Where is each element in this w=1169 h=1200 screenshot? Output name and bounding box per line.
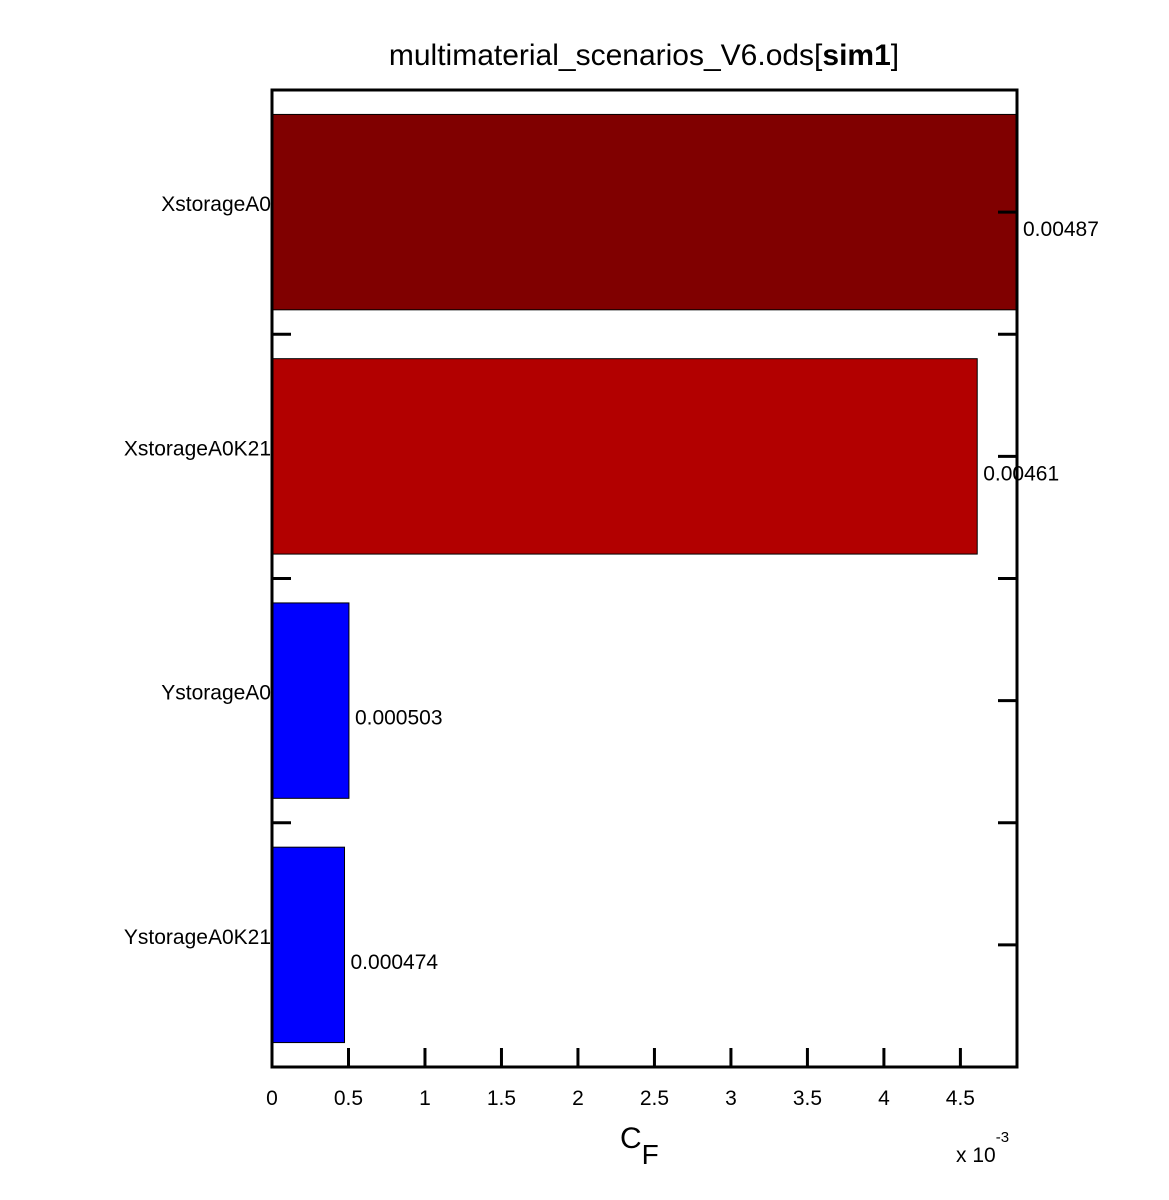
bar-XstorageA0 (271, 113, 1018, 311)
x-tick-label: 3.5 (793, 1087, 822, 1110)
title-prefix: multimaterial_scenarios_V6.ods[ (389, 39, 823, 72)
tick-marks (270, 210, 1017, 1067)
plot-frame (270, 88, 1019, 1069)
category-label: YstorageA0 (161, 682, 271, 705)
category-labels: XstorageA0 XstorageA0K21 YstorageA0 Ystorag… (124, 193, 271, 949)
chart-title: multimaterial_scenarios_V6.ods[sim1] (389, 39, 899, 72)
x-tick-label: 0 (266, 1087, 278, 1110)
x-axis-label-sub: F (642, 1139, 659, 1170)
x-tick-label: 1 (419, 1087, 431, 1110)
value-label: 0.00461 (983, 462, 1059, 485)
x-axis-exponent-base: x 10 (956, 1144, 996, 1167)
x-tick-label: 2 (572, 1087, 584, 1110)
x-tick-label: 0.5 (334, 1087, 363, 1110)
category-label: XstorageA0K21 (124, 437, 271, 460)
value-label: 0.000474 (351, 951, 439, 974)
x-tick-label: 3 (725, 1087, 737, 1110)
x-axis-label-main: C (620, 1122, 642, 1155)
value-labels: 0.00487 0.00461 0.000503 0.000474 (351, 218, 1099, 974)
title-suffix: ] (891, 39, 899, 72)
title-bold-part: sim1 (822, 39, 890, 72)
x-tick-labels: 0 0.5 1 1.5 2 2.5 3 3.5 4 4.5 (266, 1087, 975, 1110)
bar-YstorageA0 (271, 602, 350, 799)
x-tick-label: 2.5 (640, 1087, 669, 1110)
x-tick-label: 1.5 (487, 1087, 516, 1110)
value-label: 0.00487 (1023, 218, 1099, 241)
value-label: 0.000503 (355, 707, 443, 730)
bar-XstorageA0K21 (271, 358, 978, 555)
bars-group (271, 113, 1018, 1044)
category-label: YstorageA0K21 (124, 926, 271, 949)
category-label: XstorageA0 (161, 193, 271, 216)
x-tick-label: 4.5 (946, 1087, 975, 1110)
x-axis-label: CF (620, 1122, 659, 1170)
x-axis-exponent-power: -3 (996, 1129, 1009, 1146)
x-axis-exponent: x 10-3 (956, 1129, 1009, 1167)
bar-YstorageA0K21 (271, 846, 346, 1044)
x-tick-label: 4 (878, 1087, 890, 1110)
